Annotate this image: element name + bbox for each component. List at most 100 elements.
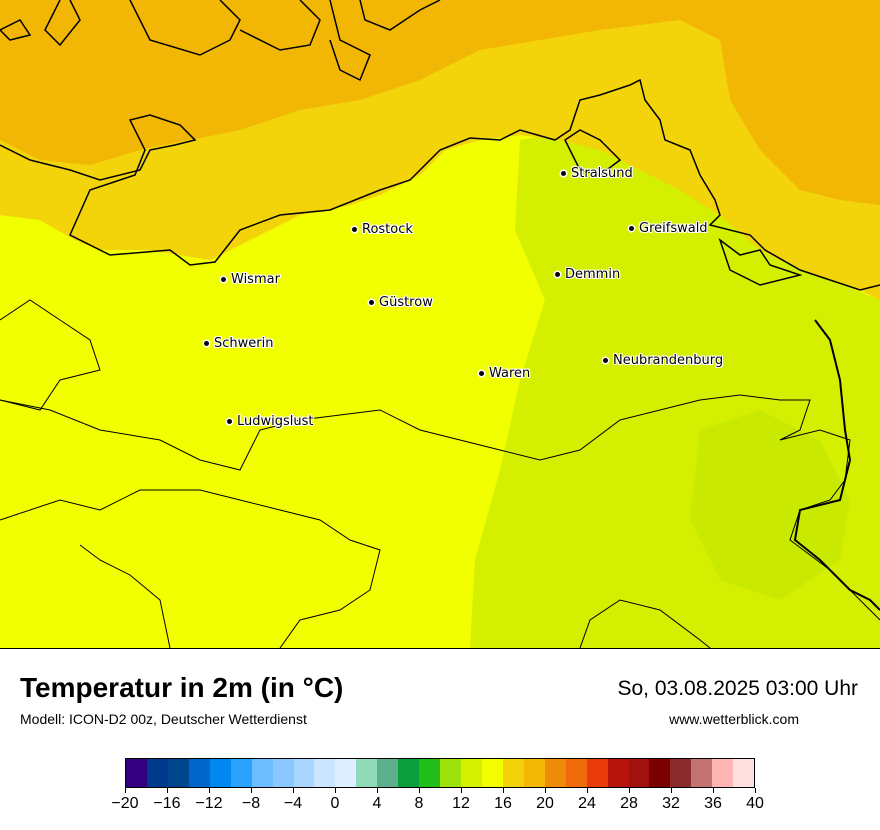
city-marker-waren: Waren xyxy=(479,366,530,381)
state-border-west xyxy=(0,299,101,411)
colorbar-segment xyxy=(126,759,147,787)
colorbar-segment xyxy=(314,759,336,787)
colorbar-tick-label: 32 xyxy=(662,795,680,812)
city-marker-wismar: Wismar xyxy=(221,272,280,287)
sea-light-band xyxy=(0,20,880,300)
colorbar-tick xyxy=(629,788,630,793)
city-dot xyxy=(227,419,232,424)
colorbar-segment xyxy=(628,759,650,787)
district-border xyxy=(0,489,711,648)
colorbar-segment xyxy=(607,759,629,787)
city-label: Waren xyxy=(489,366,531,381)
colorbar-tick xyxy=(713,788,714,793)
colorbar-segment xyxy=(670,759,692,787)
colorbar-segment xyxy=(461,759,482,787)
city-label: Stralsund xyxy=(571,166,633,181)
colorbar-segment xyxy=(565,759,587,787)
city-label: Rostock xyxy=(362,222,413,237)
colorbar-tick xyxy=(671,788,672,793)
colorbar-tick xyxy=(377,788,378,793)
colorbar-segment xyxy=(230,759,252,787)
colorbar-segment xyxy=(523,759,545,787)
colorbar-tick-label: −8 xyxy=(241,795,261,812)
colorbar-tick-label: 4 xyxy=(372,795,382,812)
colorbar-segment xyxy=(335,759,357,787)
city-dot xyxy=(369,300,374,305)
city-marker-schwerin: Schwerin xyxy=(204,336,273,351)
colorbar-tick xyxy=(419,788,420,793)
colorbar-segment xyxy=(440,759,461,787)
state-border-south xyxy=(0,394,880,621)
city-dot xyxy=(204,341,209,346)
colorbar-tick xyxy=(209,788,210,793)
model-source: Modell: ICON-D2 00z, Deutscher Wetterdie… xyxy=(20,711,307,727)
colorbar-tick xyxy=(251,788,252,793)
city-marker-rostock: Rostock xyxy=(352,222,413,237)
colorbar-segment xyxy=(356,759,378,787)
colorbar-tick-label: 0 xyxy=(330,795,340,812)
colorbar-tick-label: 12 xyxy=(452,795,470,812)
colorbar-segment xyxy=(188,759,210,787)
colorbar-segment xyxy=(209,759,231,787)
city-marker-greifswald: Greifswald xyxy=(629,221,708,236)
city-label: Ludwigslust xyxy=(237,414,314,429)
colorbar-tick-label: −12 xyxy=(195,795,223,812)
temperature-colorbar xyxy=(125,758,755,788)
colorbar-tick-label: −4 xyxy=(283,795,303,812)
colorbar-tick xyxy=(293,788,294,793)
national-border xyxy=(793,319,880,611)
map-title: Temperatur in 2m (in °C) xyxy=(20,672,344,703)
colorbar-segment xyxy=(691,759,713,787)
colorbar-segment xyxy=(502,759,524,787)
colorbar-segment xyxy=(419,759,441,787)
city-label: Wismar xyxy=(231,272,280,287)
colorbar-segment xyxy=(586,759,608,787)
city-label: Neubrandenburg xyxy=(613,353,724,368)
colorbar-tick xyxy=(335,788,336,793)
map-canvas xyxy=(0,0,880,648)
colorbar-tick xyxy=(755,788,756,793)
city-marker-guestrow: Güstrow xyxy=(369,295,433,310)
city-label: Greifswald xyxy=(639,221,708,236)
colorbar-segment xyxy=(146,759,168,787)
city-dot xyxy=(555,272,560,277)
city-marker-ludwigslust: Ludwigslust xyxy=(227,414,314,429)
colorbar-tick xyxy=(503,788,504,793)
colorbar-tick-label: −20 xyxy=(111,795,139,812)
colorbar-tick xyxy=(545,788,546,793)
city-dot xyxy=(352,227,357,232)
colorbar-tick-label: 20 xyxy=(536,795,554,812)
temperature-map: Stralsund Rostock Greifswald Wismar Demm… xyxy=(0,0,880,649)
colorbar-tick-label: 16 xyxy=(494,795,512,812)
colorbar-segment xyxy=(377,759,399,787)
colorbar-segment xyxy=(251,759,273,787)
colorbar-segment xyxy=(293,759,315,787)
coastline xyxy=(0,78,880,291)
colorbar-segment xyxy=(733,759,755,787)
colorbar-segment xyxy=(272,759,294,787)
city-marker-neubrandenburg: Neubrandenburg xyxy=(603,353,723,368)
forecast-datetime: So, 03.08.2025 03:00 Uhr xyxy=(617,677,858,700)
city-dot xyxy=(221,277,226,282)
city-label: Schwerin xyxy=(214,336,274,351)
colorbar-tick-label: 28 xyxy=(620,795,638,812)
colorbar-tick-label: 8 xyxy=(414,795,424,812)
city-label: Demmin xyxy=(565,267,621,282)
colorbar-segment xyxy=(398,759,420,787)
city-dot xyxy=(479,371,484,376)
colorbar-tick-label: 36 xyxy=(704,795,722,812)
city-marker-demmin: Demmin xyxy=(555,267,620,282)
colorbar-segment xyxy=(649,759,671,787)
colorbar-tick-label: 24 xyxy=(578,795,596,812)
colorbar-tick-label: 40 xyxy=(746,795,764,812)
colorbar-tick xyxy=(125,788,126,793)
website-link[interactable]: www.wetterblick.com xyxy=(669,711,799,727)
city-dot xyxy=(561,171,566,176)
colorbar-ticks: −20 −16 −12 −8 −4 0 4 8 12 16 20 24 28 32 36 40 xyxy=(111,788,764,818)
colorbar-segment xyxy=(712,759,734,787)
city-dot xyxy=(603,358,608,363)
colorbar-tick xyxy=(587,788,588,793)
colorbar-segment xyxy=(167,759,189,787)
colorbar-tick xyxy=(167,788,168,793)
colorbar-segment xyxy=(481,759,503,787)
